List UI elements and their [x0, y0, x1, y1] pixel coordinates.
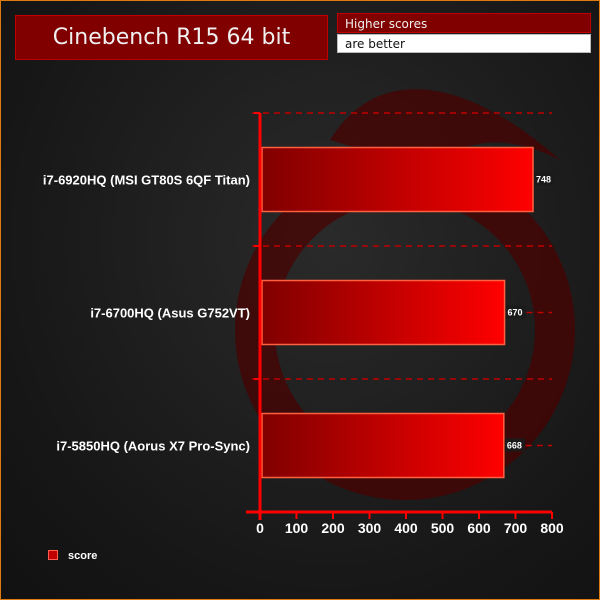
- x-tick-label: 300: [358, 520, 382, 536]
- x-tick-label: 600: [467, 520, 491, 536]
- x-tick-label: 100: [285, 520, 309, 536]
- legend: score: [48, 550, 97, 562]
- legend-swatch: [48, 550, 58, 560]
- value-label: 748: [536, 175, 551, 185]
- value-label-bg: [504, 438, 525, 452]
- x-tick-label: 400: [394, 520, 418, 536]
- chart-title: Cinebench R15 64 bit: [15, 15, 328, 60]
- value-label-bg: [505, 305, 526, 319]
- category-label: i7-6700HQ (Asus G752VT): [90, 306, 250, 321]
- x-tick-label: 700: [504, 520, 528, 536]
- x-tick-label: 500: [431, 520, 455, 536]
- bar: [261, 279, 506, 346]
- category-label: i7-5850HQ (Aorus X7 Pro-Sync): [56, 439, 250, 454]
- note-are-better: are better: [337, 34, 591, 53]
- bar: [261, 146, 534, 213]
- legend-label: score: [68, 550, 98, 562]
- x-tick-label: 200: [321, 520, 345, 536]
- value-label-bg: [534, 172, 555, 186]
- value-label: 668: [507, 441, 522, 451]
- value-label: 670: [508, 308, 523, 318]
- bar: [261, 412, 505, 479]
- note-higher-scores: Higher scores: [337, 13, 591, 33]
- x-tick-label: 800: [540, 520, 564, 536]
- x-tick-label: 0: [256, 520, 264, 536]
- category-label: i7-6920HQ (MSI GT80S 6QF Titan): [43, 173, 250, 188]
